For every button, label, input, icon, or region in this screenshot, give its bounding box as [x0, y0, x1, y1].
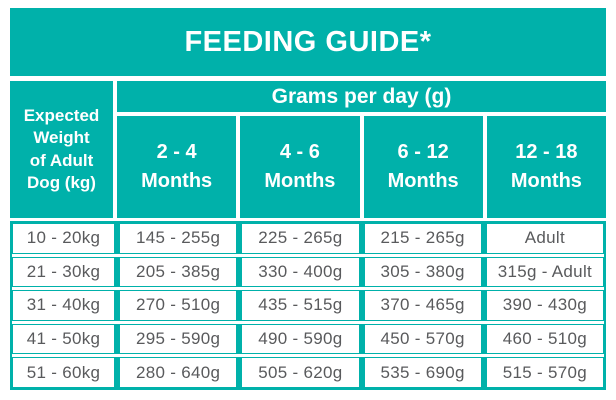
weight-cell: 31 - 40kg	[12, 290, 115, 321]
month-unit: Months	[141, 170, 213, 192]
value-cell: 515 - 570g	[485, 357, 604, 388]
table-row: 41 - 50kg 295 - 590g 490 - 590g 450 - 57…	[12, 323, 604, 355]
month-range: 4 - 6	[279, 141, 320, 163]
month-headers-row: 2 - 4 Months 4 - 6 Months 6 - 12 Months …	[117, 116, 606, 218]
weight-header-line: Expected	[23, 105, 100, 125]
value-cell: 215 - 265g	[363, 223, 482, 254]
month-unit: Months	[264, 170, 336, 192]
weight-cell: 51 - 60kg	[12, 357, 115, 388]
value-cell: Adult	[485, 223, 604, 254]
value-cell: 330 - 400g	[241, 256, 360, 288]
table-row: 21 - 30kg 205 - 385g 330 - 400g 305 - 38…	[12, 256, 604, 288]
weight-header-line: Weight	[33, 128, 90, 148]
table-header: Expected Weight of Adult Dog (kg) Grams …	[10, 81, 606, 218]
table-row: 10 - 20kg 145 - 255g 225 - 265g 215 - 26…	[12, 223, 604, 254]
month-column-header-2-4: 2 - 4 Months	[117, 116, 237, 218]
value-cell: 490 - 590g	[241, 323, 360, 355]
month-column-header-4-6: 4 - 6 Months	[240, 116, 360, 218]
month-column-header-12-18: 12 - 18 Months	[486, 116, 606, 218]
table-row: 31 - 40kg 270 - 510g 435 - 515g 370 - 46…	[12, 290, 604, 321]
weight-column-header: Expected Weight of Adult Dog (kg)	[10, 81, 113, 218]
value-cell: 390 - 430g	[485, 290, 604, 321]
weight-cell: 41 - 50kg	[12, 323, 115, 355]
value-cell: 305 - 380g	[363, 256, 482, 288]
month-unit: Months	[387, 170, 459, 192]
weight-header-line: of Adult	[29, 150, 94, 170]
value-cell: 450 - 570g	[363, 323, 482, 355]
value-cell: 145 - 255g	[119, 223, 238, 254]
value-cell: 270 - 510g	[119, 290, 238, 321]
value-cell: 370 - 465g	[363, 290, 482, 321]
feeding-table-body: 10 - 20kg 145 - 255g 225 - 265g 215 - 26…	[10, 221, 606, 390]
value-cell: 505 - 620g	[241, 357, 360, 388]
month-range: 12 - 18	[515, 141, 578, 163]
value-cell: 205 - 385g	[119, 256, 238, 288]
value-cell: 295 - 590g	[119, 323, 238, 355]
weight-cell: 10 - 20kg	[12, 223, 115, 254]
value-cell: 225 - 265g	[241, 223, 360, 254]
grams-per-day-header: Grams per day (g)	[117, 81, 606, 112]
month-column-header-6-12: 6 - 12 Months	[363, 116, 483, 218]
month-range: 6 - 12	[397, 141, 449, 163]
value-cell: 460 - 510g	[485, 323, 604, 355]
table-row: 51 - 60kg 280 - 640g 505 - 620g 535 - 69…	[12, 357, 604, 388]
page-title: FEEDING GUIDE*	[184, 25, 432, 58]
grams-header-group: Grams per day (g) 2 - 4 Months 4 - 6 Mon…	[117, 81, 606, 218]
weight-cell: 21 - 30kg	[12, 256, 115, 288]
title-banner: FEEDING GUIDE*	[10, 8, 606, 76]
weight-header-line: Dog (kg)	[27, 172, 96, 192]
value-cell: 280 - 640g	[119, 357, 238, 388]
value-cell: 315g - Adult	[485, 256, 604, 288]
month-range: 2 - 4	[156, 141, 197, 163]
value-cell: 435 - 515g	[241, 290, 360, 321]
value-cell: 535 - 690g	[363, 357, 482, 388]
month-unit: Months	[510, 170, 582, 192]
